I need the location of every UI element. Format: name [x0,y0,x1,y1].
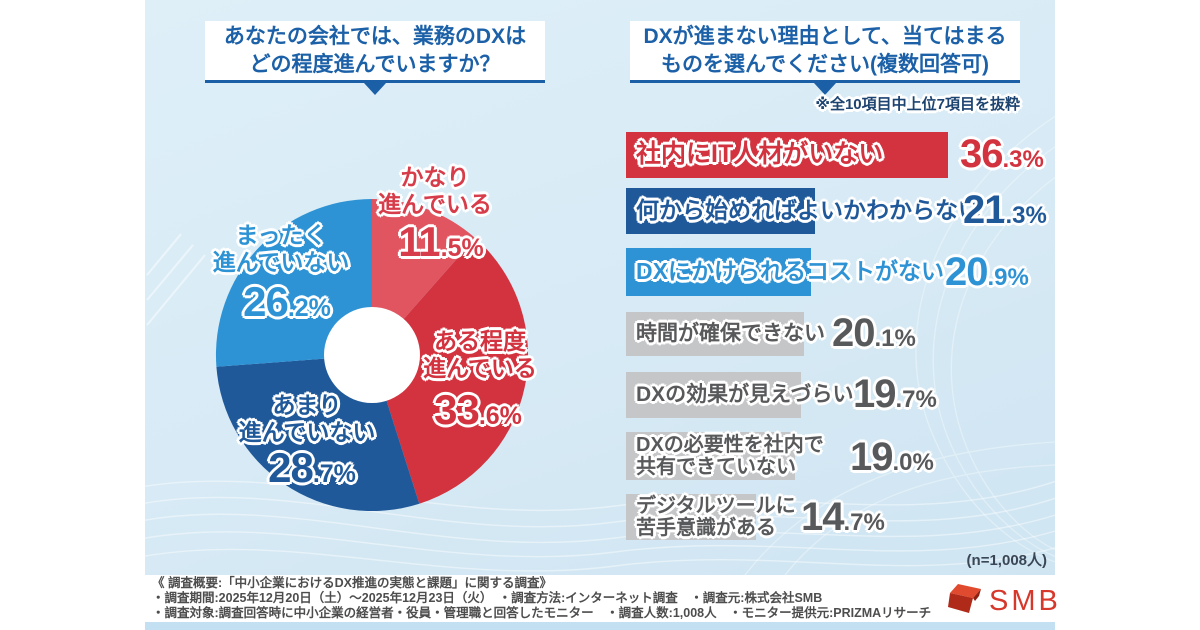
bar-value-3: 20.1% [832,311,916,355]
bar-label-0: 社内にIT人材がいない [636,140,884,169]
pie-value-1: 33.6% [434,386,522,433]
pie-label-3: まったく 進んでいない [212,222,350,275]
bottom-strip [145,622,1055,630]
pointer-triangle-icon [814,83,836,95]
bar-label-3: 時間が確保できない [636,322,825,346]
pie-label-0: かなり 進んでいる [378,164,492,217]
bar-value-5: 19.0% [850,435,934,479]
donut-chart [215,198,529,512]
bar-label-2: DXにかけられるコストがない [636,258,944,285]
bar-fill-5 [626,432,795,480]
bar-value-1: 21.3% [963,188,1047,232]
survey-overview-line2: ・調査期間:2025年12月20日（土）～2025年12月23日（火） ・調査方… [152,590,823,605]
bar-label-4: DXの効果が見えづらい [636,383,854,407]
pie-slice-3 [215,198,372,367]
bar-row-2: DXにかけられるコストがない 20.9% [626,248,1054,296]
pie-label-2: あまり 進んでいない [238,392,376,445]
bar-label-1: 何から始めればよいかわからない [636,197,981,224]
pie-value-0: 11.5% [398,218,484,265]
smb-logo-text: SMB [989,584,1061,617]
pie-value-3: 26.2% [243,278,331,325]
pie-question-line2: どの程度進んでいますか？ [249,52,501,76]
bar-value-2: 20.9% [945,250,1029,294]
bar-row-4: DXの効果が見えづらい 19.7% [626,372,1054,418]
excerpt-note: ※全10項目中上位7項目を抜粋 [815,96,1020,113]
bar-value-0: 36.3% [960,132,1044,176]
bar-fill-4 [626,372,801,418]
pie-slice-1 [372,238,529,504]
main-panel: あなたの会社では、業務のDXは どの程度進んでいますか？ DXが進まない理由とし… [145,0,1055,575]
pointer-triangle-icon [364,83,386,95]
survey-overview: 《 調査概要:「中小企業におけるDX推進の実態と課題」に関する調査》 ・調査期間… [152,576,932,620]
bar-row-3: 時間が確保できない 20.1% [626,311,1054,356]
pie-question-box: あなたの会社では、業務のDXは どの程度進んでいますか？ [205,21,545,95]
bar-row-5: DXの必要性を社内で 共有できていない 19.0% [626,432,1054,480]
bar-row-1: 何から始めればよいかわからない 21.3% [626,188,1054,234]
survey-overview-line3: ・調査対象:調査回答時に中小企業の経営者・役員・管理職と回答したモニター ・調査… [152,605,932,620]
sample-size-note: (n=1,008人) [966,552,1047,569]
bar-fill-6 [626,494,756,540]
bar-value-4: 19.7% [853,372,937,416]
pie-label-1: ある程度 進んでいる [423,328,537,381]
bar-value-6: 14.7% [801,495,885,539]
bar-question-line1: DXが進まない理由として、当てはまる [643,24,1007,48]
bar-fill-1 [626,188,815,234]
bar-question-line2: ものを選んでください(複数回答可) [661,52,989,76]
bar-label-6: デジタルツールに 苦手意識がある [636,495,796,539]
smb-logo: SMB [948,583,1061,619]
pie-question-line1: あなたの会社では、業務のDXは [223,24,527,48]
bar-fill-3 [626,312,804,356]
bar-fill-0 [626,132,948,178]
bar-chart: 社内にIT人材がいない 36.3% 何から始めればよいかわからない 21.3% DXにか… [626,132,1054,552]
bar-row-0: 社内にIT人材がいない 36.3% [626,132,1054,178]
bar-question-box: DXが進まない理由として、当てはまる ものを選んでください(複数回答可) [630,21,1020,95]
donut-hole [324,307,420,403]
bar-row-6: デジタルツールに 苦手意識がある 14.7% [626,494,1054,540]
survey-overview-line1: 《 調査概要:「中小企業におけるDX推進の実態と課題」に関する調査》 [152,576,553,590]
bar-fill-2 [626,248,811,296]
smb-logo-icon [948,584,981,613]
pie-value-2: 28.7% [268,444,356,491]
bar-label-5: DXの必要性を社内で 共有できていない [636,434,824,478]
